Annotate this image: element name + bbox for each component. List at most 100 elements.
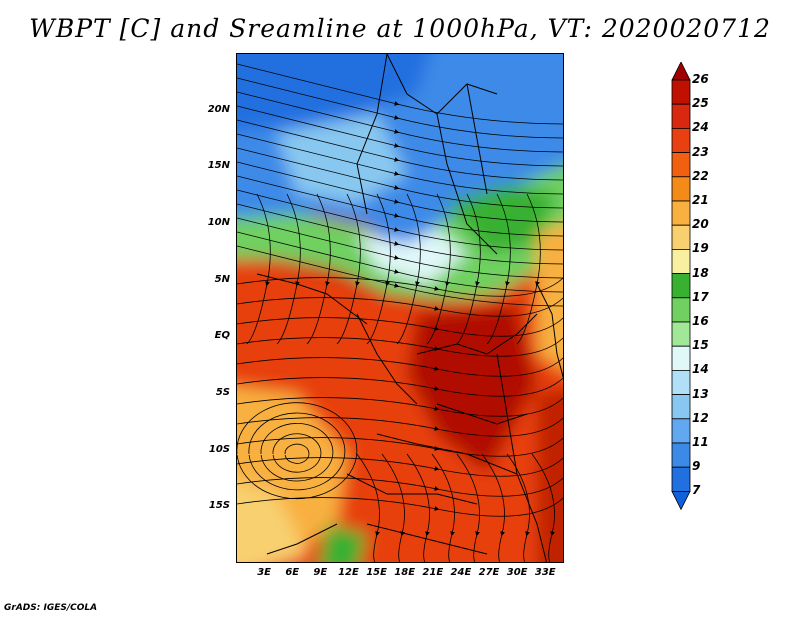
colorbar-swatch [671, 321, 691, 347]
border-line [256, 273, 368, 325]
colorbar-label: 13 [692, 386, 709, 401]
streamline [406, 453, 430, 562]
colorbar-label: 12 [692, 410, 709, 425]
streamline [237, 91, 563, 153]
border-line [346, 473, 478, 505]
streamline [456, 453, 480, 562]
colorbar-label: 23 [692, 144, 709, 159]
field-southeast [537, 388, 563, 562]
colorbar-swatch [671, 128, 691, 154]
latitude-label: 10S [208, 443, 230, 455]
longitude-label: 18E [394, 567, 416, 578]
streamline [237, 175, 563, 237]
streamline [531, 453, 555, 562]
streamline [481, 453, 505, 562]
longitude-label: 27E [478, 567, 500, 578]
colorbar-swatch [671, 200, 691, 226]
streamline [237, 477, 563, 497]
colorbar-label: 11 [692, 435, 709, 449]
colorbar-swatch [671, 248, 691, 274]
field-southwest-yellow [237, 480, 307, 562]
streamline [237, 457, 563, 477]
latitude-label: 20N [207, 103, 230, 115]
streamline [396, 193, 421, 345]
streamline [272, 433, 322, 473]
streamline [237, 119, 563, 181]
streamline [237, 203, 563, 265]
colorbar-swatch [671, 466, 691, 492]
streamline [237, 337, 563, 357]
border-line [356, 54, 388, 215]
longitude-label: 24E [450, 567, 472, 578]
colorbar-label: 14 [692, 362, 709, 377]
border-line [436, 113, 498, 255]
border-line [416, 313, 538, 355]
colorbar-label: 9 [692, 459, 701, 474]
streamline [260, 423, 334, 482]
field-green-band [237, 165, 563, 299]
longitude-label: 9E [313, 567, 328, 578]
longitude-label: 6E [285, 567, 300, 578]
field-cool-light [277, 114, 407, 204]
colorbar-swatch [671, 152, 691, 178]
colorbar-swatch [671, 103, 691, 129]
colorbar-swatch [671, 273, 691, 299]
streamline [486, 193, 511, 345]
longitude-label: 15E [366, 567, 387, 578]
streamline [237, 402, 358, 500]
streamline [237, 317, 563, 337]
border-line [376, 433, 518, 475]
latitude-label: EQ [214, 330, 230, 342]
streamline [336, 193, 361, 345]
colorbar-label: 26 [692, 72, 709, 86]
streamline [237, 437, 563, 457]
field-pale [357, 229, 467, 284]
streamline [237, 63, 563, 125]
streamline [237, 231, 563, 293]
longitude-label: 30E [506, 567, 528, 578]
colorbar-label: 25 [692, 96, 709, 111]
streamline [284, 443, 310, 464]
colorbar-label: 19 [692, 241, 709, 256]
streamline [516, 193, 541, 345]
latitude-label: 10N [207, 217, 230, 228]
streamline [366, 193, 391, 345]
map-panel [236, 53, 564, 563]
streamline [237, 397, 563, 417]
streamline [426, 193, 451, 345]
streamline [276, 193, 301, 345]
border-line [366, 523, 488, 555]
map-canvas [237, 54, 563, 562]
country-borders [256, 54, 563, 562]
field-coldest [237, 54, 431, 132]
border-line [536, 283, 563, 379]
colorbar-label: 17 [692, 289, 709, 304]
longitude-label: 12E [338, 567, 359, 578]
streamline [237, 147, 563, 209]
border-line [356, 313, 418, 405]
streamline [237, 189, 563, 251]
streamline [237, 77, 563, 139]
streamline [237, 377, 563, 397]
border-line [436, 403, 528, 425]
colorbar-swatch [671, 394, 691, 420]
colorbar-label: 20 [692, 217, 709, 232]
colorbar-label: 24 [692, 120, 709, 135]
longitude-label: 3E [257, 567, 271, 578]
colorbar [671, 62, 691, 511]
streamline [381, 453, 405, 562]
streamline [237, 277, 563, 297]
temperature-field [237, 54, 563, 562]
streamline [306, 193, 331, 345]
colorbar-label: 22 [692, 168, 709, 183]
streamline [246, 193, 271, 345]
streamline [248, 412, 346, 491]
latitude-label: 5N [214, 273, 230, 285]
colorbar-swatch [671, 79, 691, 105]
longitude-label: 33E [534, 567, 556, 578]
streamline [237, 357, 563, 377]
streamline [431, 453, 455, 562]
colorbar-swatch [671, 297, 691, 323]
colorbar-swatch [671, 490, 691, 511]
colorbar-swatch [671, 345, 691, 371]
